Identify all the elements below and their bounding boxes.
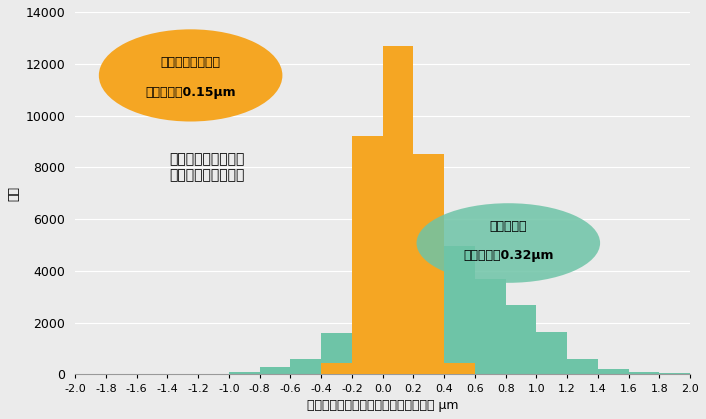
Text: 標準偏差：0.32μm: 標準偏差：0.32μm	[463, 249, 554, 262]
Bar	[352, 136, 383, 375]
Bar	[260, 367, 290, 375]
Bar	[290, 359, 321, 375]
Bar	[598, 369, 628, 375]
Text: 従来材と比較して、
高い板厚精度を実現: 従来材と比較して、 高い板厚精度を実現	[169, 153, 245, 183]
Bar	[414, 154, 444, 375]
Bar	[444, 246, 475, 375]
Bar	[352, 262, 383, 375]
Bar	[628, 372, 659, 375]
Bar	[383, 116, 414, 375]
Bar	[444, 363, 475, 375]
Bar	[567, 359, 598, 375]
Text: （板厚高精度材）: （板厚高精度材）	[161, 56, 220, 70]
Bar	[475, 279, 505, 375]
Text: 標準偏差：0.15μm: 標準偏差：0.15μm	[145, 85, 236, 99]
Bar	[505, 305, 537, 375]
Bar	[659, 373, 690, 375]
Bar	[321, 363, 352, 375]
Bar	[321, 333, 352, 375]
X-axis label: 板厚偏差（センター値からの偏差）／ μm: 板厚偏差（センター値からの偏差）／ μm	[307, 399, 458, 412]
Bar	[537, 332, 567, 375]
Bar	[383, 46, 414, 375]
Bar	[414, 228, 444, 375]
Text: （従来材）: （従来材）	[489, 220, 527, 233]
Y-axis label: 頻度: 頻度	[7, 186, 20, 201]
Bar	[229, 372, 260, 375]
